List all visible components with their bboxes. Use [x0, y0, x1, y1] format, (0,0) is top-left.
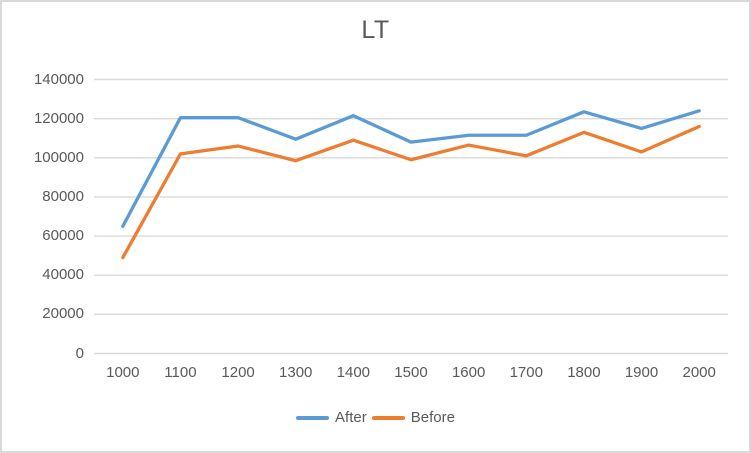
x-axis-label: 1300	[279, 364, 313, 381]
legend-label: After	[335, 409, 367, 426]
y-axis-label: 80000	[42, 187, 84, 205]
chart-title: LT	[361, 16, 390, 44]
x-axis-label: 1900	[624, 364, 659, 381]
series-line-after	[121, 109, 701, 228]
x-axis-label: 1800	[567, 364, 601, 381]
x-axis-label: 2000	[682, 364, 716, 381]
x-axis-label: 1000	[106, 364, 140, 381]
y-axis-label: 140000	[33, 70, 84, 88]
x-axis-label: 1400	[336, 364, 371, 381]
y-axis-label: 100000	[33, 148, 84, 166]
x-axis-label: 1500	[394, 364, 428, 381]
y-axis-label: 40000	[42, 266, 84, 284]
legend-item-before: Before	[371, 408, 455, 428]
x-axis-label: 1100	[164, 364, 197, 381]
series-line-before	[121, 124, 701, 260]
legend-item-after: After	[296, 408, 367, 428]
y-axis-label: 20000	[42, 305, 84, 323]
legend-swatch-after	[296, 416, 330, 420]
x-axis-label: 1600	[451, 364, 486, 381]
y-axis-label: 0	[75, 344, 84, 362]
legend-label: Before	[410, 409, 455, 426]
legend-swatch-before	[371, 416, 405, 420]
y-axis-label: 60000	[42, 227, 84, 245]
x-axis-label: 1700	[509, 364, 543, 381]
x-axis-label: 1200	[221, 364, 255, 381]
y-axis-label: 120000	[33, 109, 84, 127]
legend: After Before	[0, 408, 751, 428]
